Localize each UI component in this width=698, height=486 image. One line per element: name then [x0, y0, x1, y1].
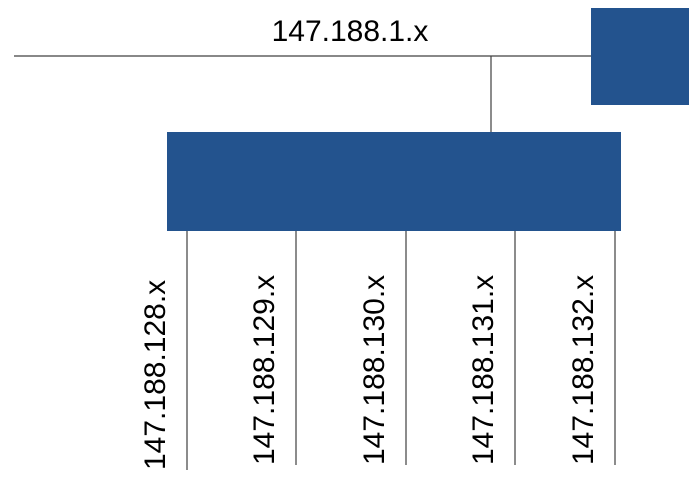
subnet-label-129: 147.188.129.x	[248, 275, 281, 465]
gateway-node	[591, 8, 689, 105]
subnet-label-131: 147.188.131.x	[467, 275, 500, 465]
subnet-label-130: 147.188.130.x	[358, 275, 391, 465]
subnet-label-128: 147.188.128.x	[139, 280, 172, 470]
subnet-label-132: 147.188.132.x	[567, 275, 600, 465]
router-node	[167, 132, 621, 231]
network-label: 147.188.1.x	[272, 15, 429, 48]
